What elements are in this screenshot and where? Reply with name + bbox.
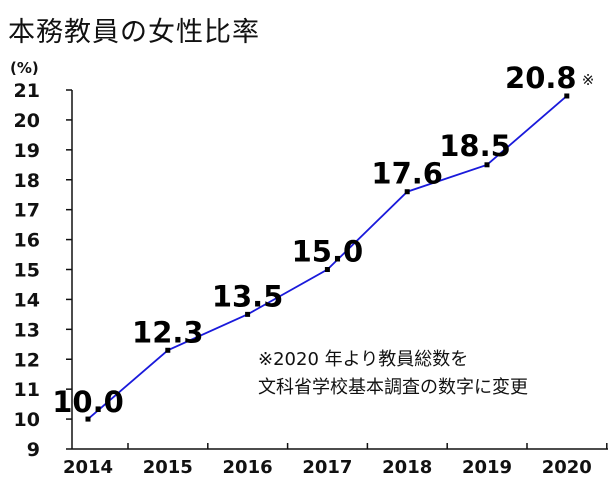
data-label: 10.0 bbox=[52, 385, 124, 419]
data-label: 20.8 bbox=[505, 61, 577, 95]
y-tick-label: 20 bbox=[14, 110, 40, 132]
data-label: 18.5 bbox=[439, 129, 511, 163]
x-tick-label: 2016 bbox=[223, 457, 273, 478]
data-point bbox=[165, 347, 171, 353]
data-point bbox=[564, 93, 570, 99]
y-tick-label: 19 bbox=[14, 140, 40, 162]
x-tick-label: 2019 bbox=[462, 457, 512, 478]
y-tick-label: 12 bbox=[14, 349, 40, 371]
data-points bbox=[85, 93, 570, 422]
y-ticks: 9 10 11 12 13 14 15 16 17 18 19 20 21 bbox=[14, 80, 72, 461]
chart-title: 本務教員の女性比率 bbox=[8, 17, 260, 48]
data-point bbox=[245, 311, 251, 317]
y-tick-label: 18 bbox=[14, 170, 40, 192]
y-tick-label: 16 bbox=[14, 230, 40, 252]
data-label: 12.3 bbox=[132, 315, 204, 349]
x-tick-label: 2017 bbox=[302, 457, 352, 478]
data-point bbox=[404, 189, 410, 195]
x-tick-label: 2015 bbox=[143, 457, 193, 478]
note-line-2: 文科省学校基本調査の数字に変更 bbox=[258, 377, 528, 398]
data-labels: 10.0 12.313.515.0 17.618.5 20.8 ※ bbox=[52, 61, 594, 419]
y-tick-label: 15 bbox=[14, 260, 40, 282]
y-tick-label: 13 bbox=[14, 319, 40, 341]
x-tick-label: 2020 bbox=[542, 457, 592, 478]
x-tick-label: 2014 bbox=[63, 457, 113, 478]
y-tick-label: 9 bbox=[27, 439, 40, 461]
y-axis-unit: (%) bbox=[10, 59, 39, 77]
y-tick-label: 10 bbox=[14, 409, 40, 431]
data-label: 15.0 bbox=[292, 235, 364, 269]
y-tick-label: 14 bbox=[14, 289, 40, 311]
y-tick-label: 11 bbox=[14, 379, 40, 401]
note-line-1: ※2020 年より教員総数を bbox=[258, 349, 468, 370]
data-label: 13.5 bbox=[212, 279, 284, 313]
data-label: 17.6 bbox=[371, 157, 443, 191]
data-point bbox=[484, 162, 490, 168]
x-ticks: 2014 2015 2016 2017 2018 2019 2020 bbox=[63, 443, 608, 478]
note-reference-mark: ※ bbox=[582, 71, 595, 89]
data-point bbox=[324, 267, 330, 272]
y-tick-label: 17 bbox=[14, 200, 40, 222]
x-tick-label: 2018 bbox=[382, 457, 432, 478]
y-tick-label: 21 bbox=[14, 80, 40, 102]
data-point bbox=[85, 416, 91, 422]
